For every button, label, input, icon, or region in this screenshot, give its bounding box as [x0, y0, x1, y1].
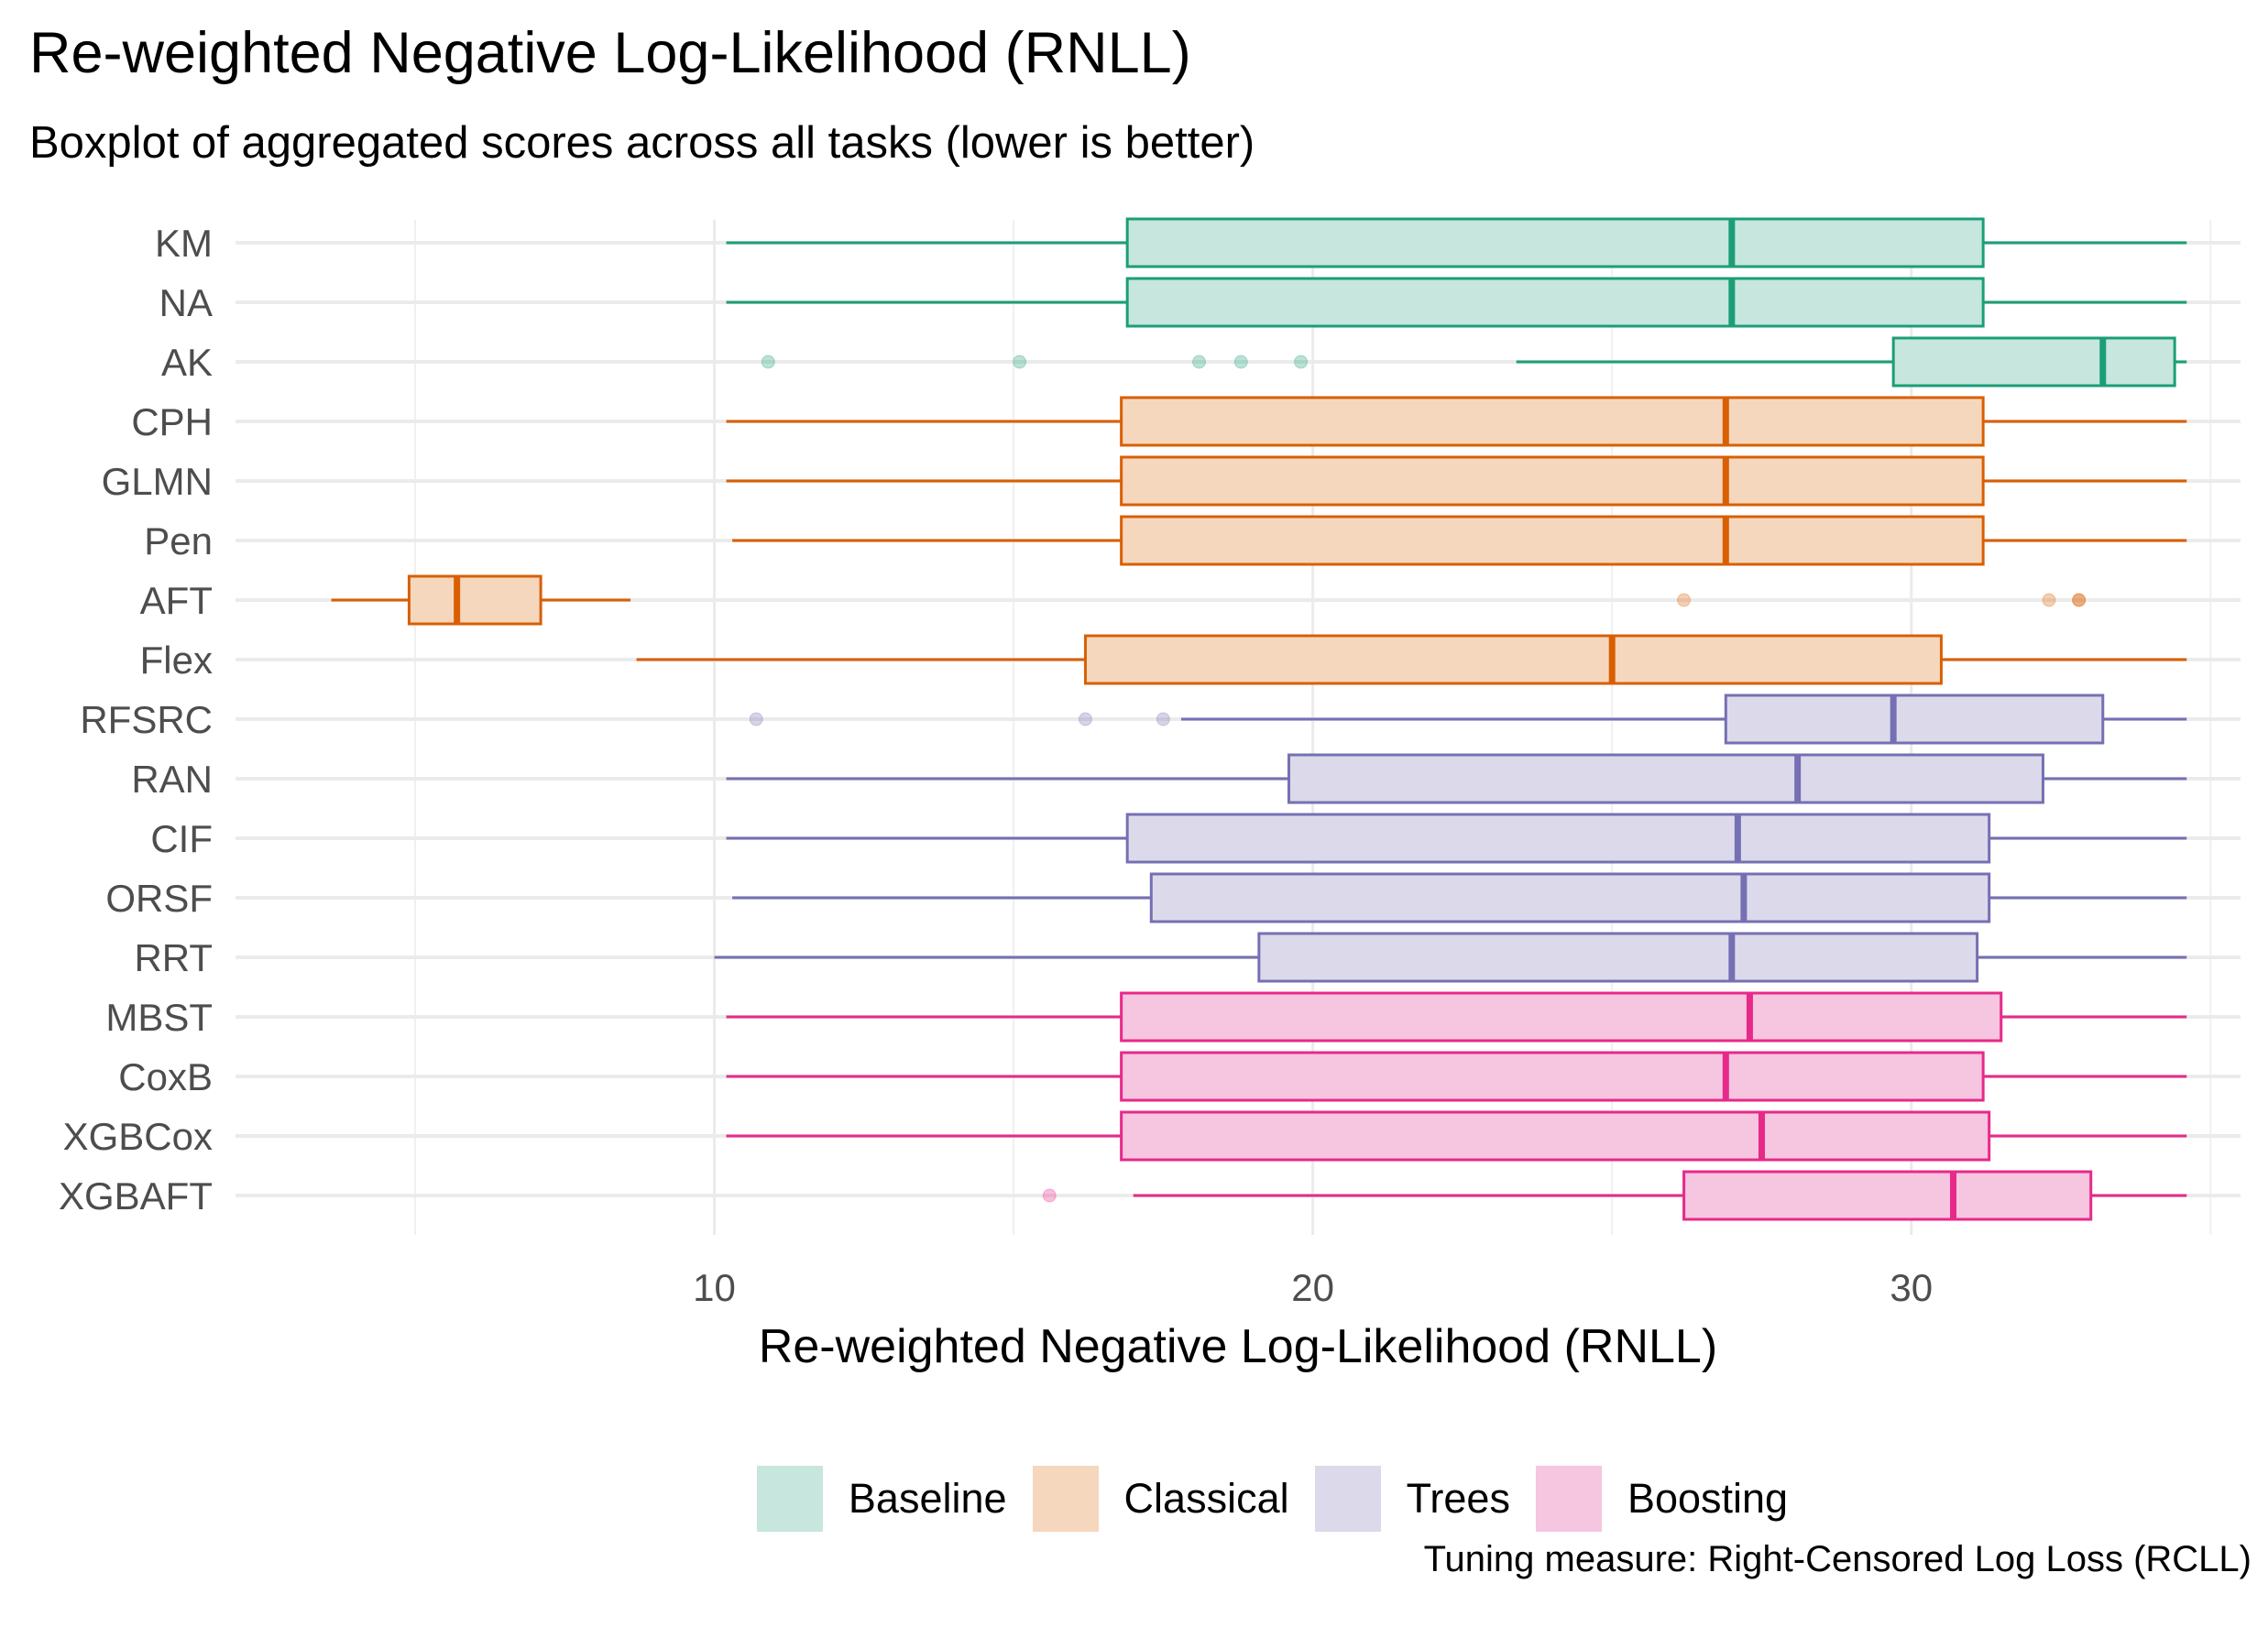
box-mbst [1120, 991, 2003, 1043]
y-tick-label: CPH [131, 400, 213, 443]
box-rrt [1257, 932, 1979, 983]
outlier-point [1013, 355, 1027, 369]
box-ran [1287, 753, 2044, 804]
box-glmn [1120, 455, 1985, 507]
outlier-point [2072, 593, 2087, 607]
box-aft [407, 574, 542, 626]
outlier-point [749, 712, 763, 726]
box-xgbcox [1120, 1110, 1991, 1162]
y-tick-label: ORSF [105, 877, 213, 920]
legend-item-classical: Classical [1032, 1466, 1289, 1532]
outlier-point [1677, 593, 1692, 607]
y-tick-label: XGBCox [63, 1115, 213, 1158]
y-tick-label: RFSRC [80, 698, 213, 741]
chart-subtitle: Boxplot of aggregated scores across all … [29, 118, 1255, 168]
y-tick-label: Pen [144, 519, 213, 562]
y-tick-label: AK [161, 341, 213, 384]
box-rfsrc [1724, 693, 2105, 745]
chart-caption: Tuning measure: Right-Censored Log Loss … [1423, 1539, 2252, 1579]
x-tick-label: 10 [693, 1266, 736, 1309]
box-cif [1125, 813, 1991, 864]
legend-item-boosting: Boosting [1535, 1466, 1789, 1532]
y-tick-label: RRT [134, 936, 213, 979]
x-axis-title: Re-weighted Negative Log-Likelihood (RNL… [759, 1320, 1717, 1373]
x-tick-label: 30 [1890, 1266, 1933, 1309]
y-tick-label: CIF [150, 817, 213, 860]
box-flex [1083, 634, 1943, 685]
legend-label-classical: Classical [1123, 1475, 1289, 1522]
box-km [1125, 217, 1985, 268]
box-ak [1891, 336, 2176, 388]
outlier-point [1233, 355, 1248, 369]
box-na [1125, 277, 1985, 328]
x-tick-label: 20 [1291, 1266, 1334, 1309]
legend-item-trees: Trees [1314, 1466, 1510, 1532]
y-tick-label: CoxB [118, 1055, 213, 1098]
legend-item-baseline: Baseline [756, 1466, 1007, 1532]
y-tick-label: XGBAFT [59, 1174, 213, 1218]
legend-key-baseline [756, 1466, 823, 1532]
y-tick-label: Flex [140, 639, 213, 682]
outlier-point [2072, 593, 2087, 607]
legend-key-trees [1314, 1466, 1381, 1532]
chart-title: Re-weighted Negative Log-Likelihood (RNL… [29, 21, 1191, 85]
y-tick-label: NA [159, 281, 213, 324]
legend-key-classical [1032, 1466, 1099, 1532]
outlier-point [1156, 712, 1170, 726]
legend-key-boosting [1535, 1466, 1602, 1532]
outlier-point [1078, 712, 1092, 726]
y-tick-label: AFT [140, 579, 213, 622]
outlier-point [1294, 355, 1309, 369]
legend-label-baseline: Baseline [848, 1475, 1007, 1522]
y-tick-label: MBST [105, 996, 213, 1039]
outlier-point [1192, 355, 1207, 369]
box-coxb [1120, 1051, 1985, 1102]
outlier-point [1042, 1188, 1057, 1203]
y-tick-label: RAN [131, 758, 213, 801]
y-tick-label: KM [155, 222, 213, 265]
outlier-point [761, 355, 775, 369]
legend-label-boosting: Boosting [1627, 1475, 1789, 1522]
box-xgbaft [1682, 1170, 2093, 1221]
outlier-point [2042, 593, 2056, 607]
legend-label-trees: Trees [1406, 1475, 1510, 1522]
y-tick-label: GLMN [102, 460, 213, 503]
box-orsf [1149, 872, 1991, 923]
box-cph [1120, 396, 1985, 447]
legend: Baseline Classical Trees Boosting [0, 1466, 2268, 1532]
box-pen [1120, 515, 1985, 566]
